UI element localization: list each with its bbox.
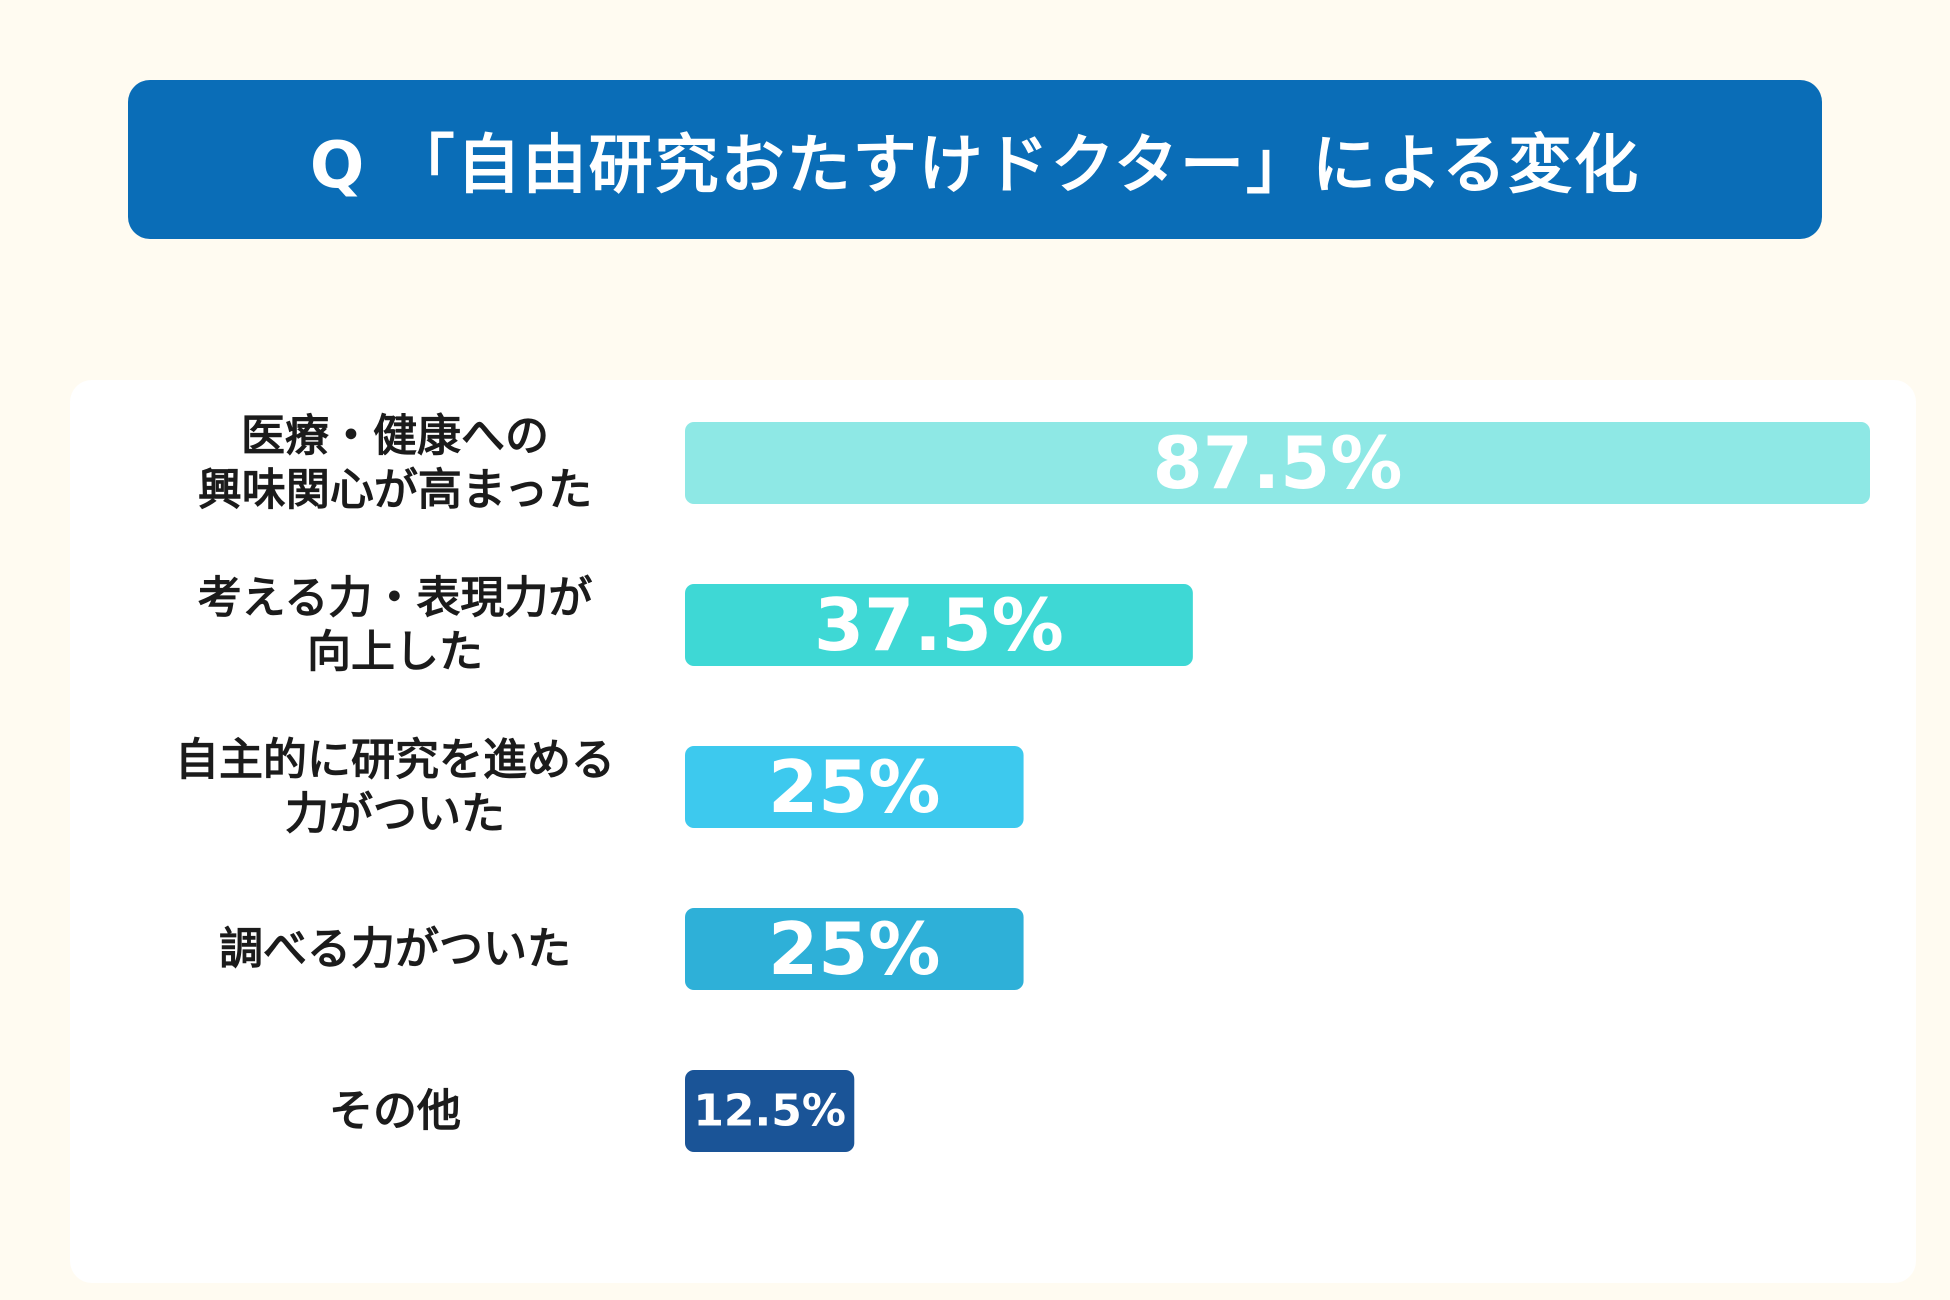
bar-4 <box>685 908 1024 990</box>
category-label-5-line-1: その他 <box>329 1086 461 1137</box>
category-label-1-line-1: 医療・健康への <box>241 411 549 462</box>
category-label-4-line-1: 調べる力がついた <box>219 924 571 975</box>
bar-value-label-1: 87.5% <box>1153 421 1403 505</box>
title-banner: Q 「自由研究おたすけドクター」による変化 <box>128 80 1822 239</box>
category-label-3-line-2: 力がついた <box>285 789 505 840</box>
bar-value-label-3: 25% <box>768 745 940 829</box>
category-label-2-line-2: 向上した <box>307 627 483 678</box>
bar-3 <box>685 746 1024 828</box>
bar-value-label-5: 12.5% <box>693 1086 846 1137</box>
category-label-1-line-2: 興味関心が高まった <box>198 465 592 516</box>
chart-panel <box>70 380 1916 1283</box>
category-label-3-line-1: 自主的に研究を進める <box>175 735 615 786</box>
bar-2 <box>685 584 1193 666</box>
chart-title: Q 「自由研究おたすけドクター」による変化 <box>309 128 1641 203</box>
bar-value-label-2: 37.5% <box>814 583 1064 667</box>
bar-1 <box>685 422 1870 504</box>
category-label-2-line-1: 考える力・表現力が <box>198 573 593 624</box>
bar-5 <box>685 1070 855 1152</box>
bar-value-label-4: 25% <box>768 907 940 991</box>
